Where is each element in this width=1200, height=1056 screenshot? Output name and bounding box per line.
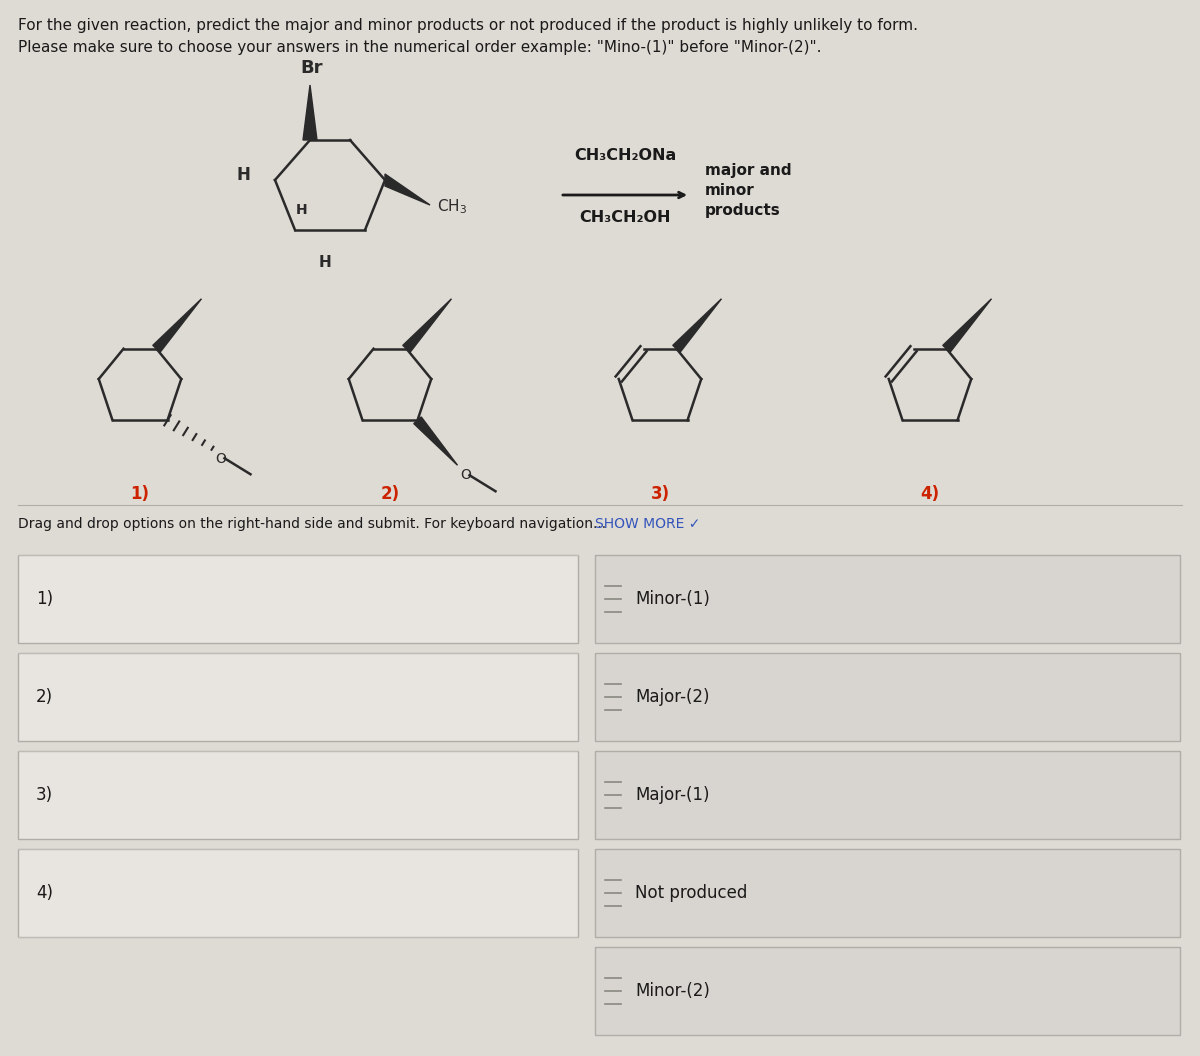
Text: Major-(2): Major-(2) [635, 689, 709, 706]
Text: Minor-(1): Minor-(1) [635, 590, 710, 608]
Text: SHOW MORE ✓: SHOW MORE ✓ [595, 517, 701, 531]
Text: CH₃CH₂ONa: CH₃CH₂ONa [574, 148, 676, 163]
Bar [595, 849, 1180, 937]
Text: Drag and drop options on the right-hand side and submit. For keyboard navigation: Drag and drop options on the right-hand … [18, 517, 606, 531]
Bar [18, 849, 578, 937]
Text: minor: minor [706, 183, 755, 199]
Text: 4): 4) [920, 485, 940, 503]
Polygon shape [302, 84, 317, 140]
Text: CH₃CH₂OH: CH₃CH₂OH [580, 210, 671, 225]
Bar [18, 555, 578, 643]
Text: Major-(1): Major-(1) [635, 786, 709, 804]
Bar [595, 555, 1180, 643]
Text: O: O [216, 452, 227, 467]
Bar [595, 947, 1180, 1035]
Text: 2): 2) [380, 485, 400, 503]
Text: 2): 2) [36, 689, 53, 706]
Text: Not produced: Not produced [635, 884, 748, 902]
Text: Please make sure to choose your answers in the numerical order example: "Mino-(1: Please make sure to choose your answers … [18, 40, 822, 55]
Polygon shape [414, 417, 457, 466]
Polygon shape [673, 299, 721, 352]
Polygon shape [403, 299, 451, 352]
Text: 3): 3) [36, 786, 53, 804]
Text: H: H [296, 203, 308, 216]
Bar [18, 653, 578, 741]
Text: products: products [706, 203, 781, 218]
Text: For the given reaction, predict the major and minor products or not produced if : For the given reaction, predict the majo… [18, 18, 918, 33]
Text: 1): 1) [36, 590, 53, 608]
Text: 3): 3) [650, 485, 670, 503]
Text: 4): 4) [36, 884, 53, 902]
Bar [18, 751, 578, 840]
Text: major and: major and [706, 163, 792, 178]
Bar [595, 751, 1180, 840]
Polygon shape [152, 299, 202, 352]
Text: Br: Br [301, 59, 323, 77]
Text: H: H [236, 166, 250, 184]
Text: CH$_3$: CH$_3$ [437, 197, 467, 216]
Text: Minor-(2): Minor-(2) [635, 982, 710, 1000]
Bar [595, 653, 1180, 741]
Text: 1): 1) [131, 485, 150, 503]
Polygon shape [385, 174, 430, 205]
Text: O: O [461, 468, 472, 483]
Polygon shape [943, 299, 991, 352]
Text: H: H [319, 254, 331, 270]
